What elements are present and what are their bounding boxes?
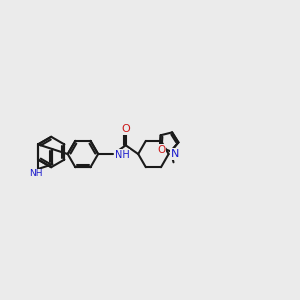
Text: NH: NH xyxy=(115,150,129,160)
Text: N: N xyxy=(171,149,179,159)
Text: O: O xyxy=(122,124,130,134)
Text: NH: NH xyxy=(29,169,43,178)
Text: O: O xyxy=(157,145,166,155)
